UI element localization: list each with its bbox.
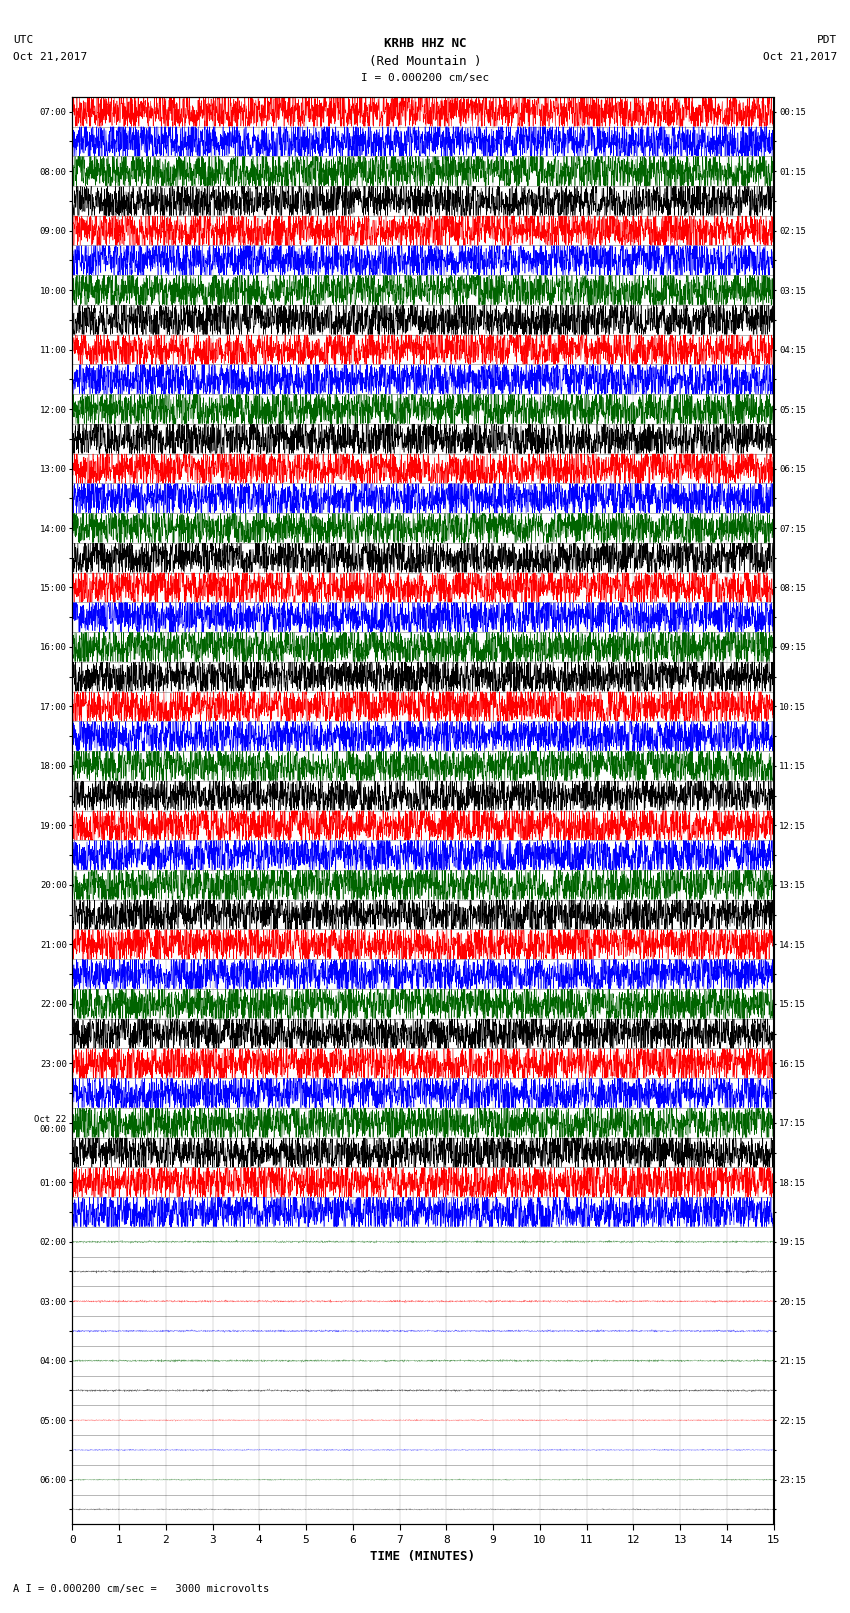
Text: PDT: PDT bbox=[817, 35, 837, 45]
X-axis label: TIME (MINUTES): TIME (MINUTES) bbox=[371, 1550, 475, 1563]
Text: KRHB HHZ NC: KRHB HHZ NC bbox=[383, 37, 467, 50]
Text: (Red Mountain ): (Red Mountain ) bbox=[369, 55, 481, 68]
Text: UTC: UTC bbox=[13, 35, 33, 45]
Text: Oct 21,2017: Oct 21,2017 bbox=[763, 52, 837, 61]
Text: A I = 0.000200 cm/sec =   3000 microvolts: A I = 0.000200 cm/sec = 3000 microvolts bbox=[13, 1584, 269, 1594]
Text: Oct 21,2017: Oct 21,2017 bbox=[13, 52, 87, 61]
Text: I = 0.000200 cm/sec: I = 0.000200 cm/sec bbox=[361, 73, 489, 82]
